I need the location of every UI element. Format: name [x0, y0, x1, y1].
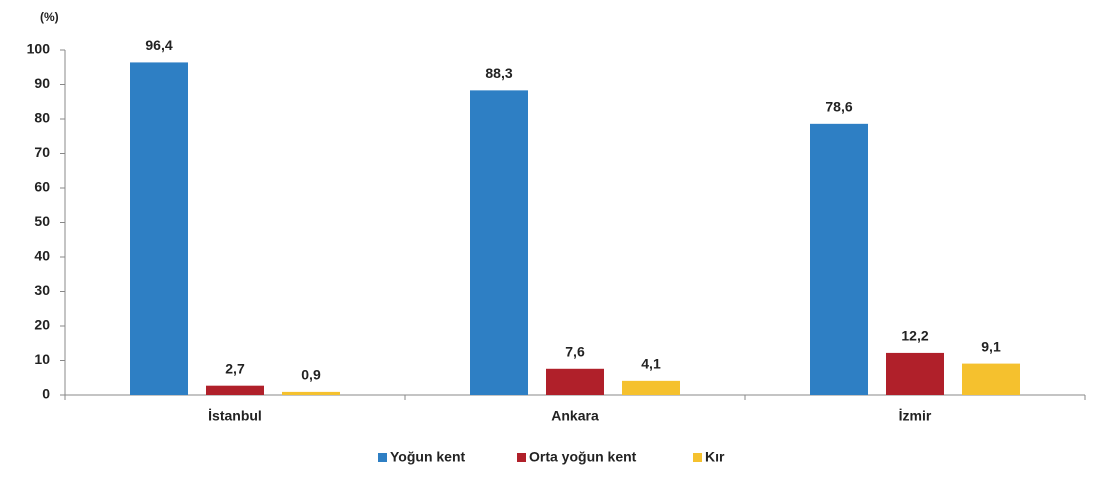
legend-swatch — [378, 453, 387, 462]
data-label: 2,7 — [225, 360, 245, 376]
bar — [810, 123, 868, 395]
y-tick-label: 100 — [27, 41, 51, 57]
bar — [130, 62, 188, 396]
x-tick-label: Ankara — [551, 408, 599, 424]
legend-swatch — [517, 453, 526, 462]
legend-label: Kır — [705, 449, 725, 465]
bar — [962, 363, 1020, 395]
legend-swatch — [693, 453, 702, 462]
data-label: 0,9 — [301, 367, 321, 383]
data-label: 78,6 — [825, 99, 852, 115]
y-tick-label: 50 — [34, 213, 50, 229]
y-tick-label: 30 — [34, 282, 50, 298]
data-label: 9,1 — [981, 338, 1001, 354]
y-tick-label: 10 — [34, 351, 50, 367]
data-label: 4,1 — [641, 356, 661, 372]
y-axis-label: (%) — [40, 10, 59, 24]
y-tick-label: 70 — [34, 144, 50, 160]
data-label: 96,4 — [145, 37, 172, 53]
data-label: 7,6 — [565, 343, 585, 359]
y-tick-label: 80 — [34, 110, 50, 126]
bar — [622, 380, 680, 395]
legend-label: Orta yoğun kent — [529, 449, 637, 465]
bar — [470, 90, 528, 396]
x-tick-label: İzmir — [899, 408, 932, 424]
y-tick-label: 0 — [42, 386, 50, 402]
legend-label: Yoğun kent — [390, 449, 466, 465]
y-tick-label: 90 — [34, 75, 50, 91]
data-label: 88,3 — [485, 65, 512, 81]
y-tick-label: 20 — [34, 317, 50, 333]
data-label: 12,2 — [901, 328, 928, 344]
bar — [546, 368, 604, 395]
bar — [886, 352, 944, 395]
y-tick-label: 60 — [34, 179, 50, 195]
x-tick-label: İstanbul — [208, 408, 262, 424]
bar — [206, 385, 264, 395]
bar — [282, 391, 340, 395]
y-tick-label: 40 — [34, 248, 50, 264]
